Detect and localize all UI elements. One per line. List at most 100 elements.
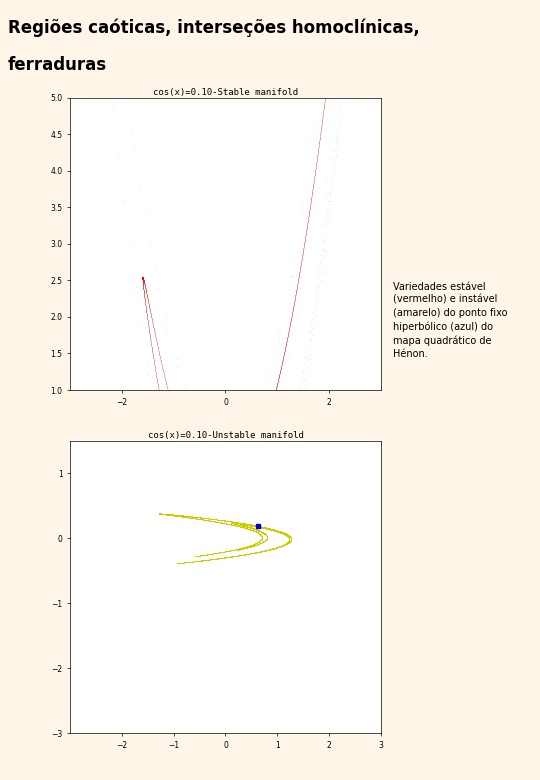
Point [195,549,204,562]
Point [254,519,263,532]
Point [256,525,265,537]
Point [246,519,255,531]
Point [210,513,219,526]
Point [177,510,185,523]
Point [157,508,165,520]
Point [160,508,168,520]
Point [277,526,286,538]
Point [260,521,268,534]
Point [210,515,219,527]
Point [254,521,263,534]
Point [284,530,292,543]
Point [181,509,190,522]
Point [253,536,262,548]
Point [276,526,285,538]
Point [216,552,225,565]
Point [245,518,253,530]
Point [242,548,251,560]
Point [183,511,192,523]
Point [196,513,205,526]
Point [173,510,182,523]
Point [217,546,225,558]
Point [156,507,164,519]
Point [278,540,286,552]
Point [189,510,198,523]
Point [194,511,202,523]
Point [262,532,271,544]
Point [159,508,167,520]
Point [158,508,166,520]
Point [271,525,280,537]
Point [172,509,181,521]
Point [254,519,262,532]
Point [258,520,266,533]
Point [286,530,294,542]
Point [208,512,217,525]
Point [197,512,206,524]
Point [262,521,271,534]
Point [253,519,262,532]
Point [268,523,276,536]
Point [242,541,251,553]
Point [281,528,289,541]
Point [250,519,259,531]
Point [202,512,211,524]
Point [272,541,280,554]
Point [164,509,173,521]
Point [256,520,265,533]
Point [276,541,285,553]
Point [206,515,215,527]
Point [186,512,194,524]
Point [257,534,266,546]
Point [275,525,284,537]
Point [198,513,207,526]
Point [163,508,171,520]
Point [143,314,152,327]
Point [281,529,290,541]
Point [253,519,262,532]
Point [284,537,292,550]
Point [235,516,244,529]
Point [285,536,293,548]
Point [274,524,282,537]
Point [258,526,266,538]
Point [175,557,184,569]
Point [259,526,267,539]
Point [231,519,239,532]
Point [264,544,273,556]
Point [263,544,272,556]
Point [268,523,276,536]
Point [178,556,186,569]
Point [260,544,269,557]
Point [207,512,216,525]
Point [299,242,308,254]
Point [158,508,167,520]
Point [284,529,292,541]
Point [238,517,247,530]
Point [221,545,230,558]
Point [263,522,272,534]
Point [272,524,281,537]
Point [274,525,282,537]
Point [255,527,264,540]
Point [279,539,288,551]
Point [238,519,246,531]
Point [245,519,254,532]
Point [258,526,267,538]
Point [164,509,173,521]
Point [253,519,262,532]
Point [280,538,289,551]
Point [275,526,284,538]
Point [239,521,248,534]
Point [272,524,281,537]
Point [254,519,262,532]
Point [285,530,293,542]
Point [268,523,277,535]
Point [268,542,276,555]
Point [254,519,262,532]
Point [206,553,215,566]
Point [155,507,164,519]
Point [182,556,191,569]
Point [277,540,286,552]
Point [312,160,320,172]
